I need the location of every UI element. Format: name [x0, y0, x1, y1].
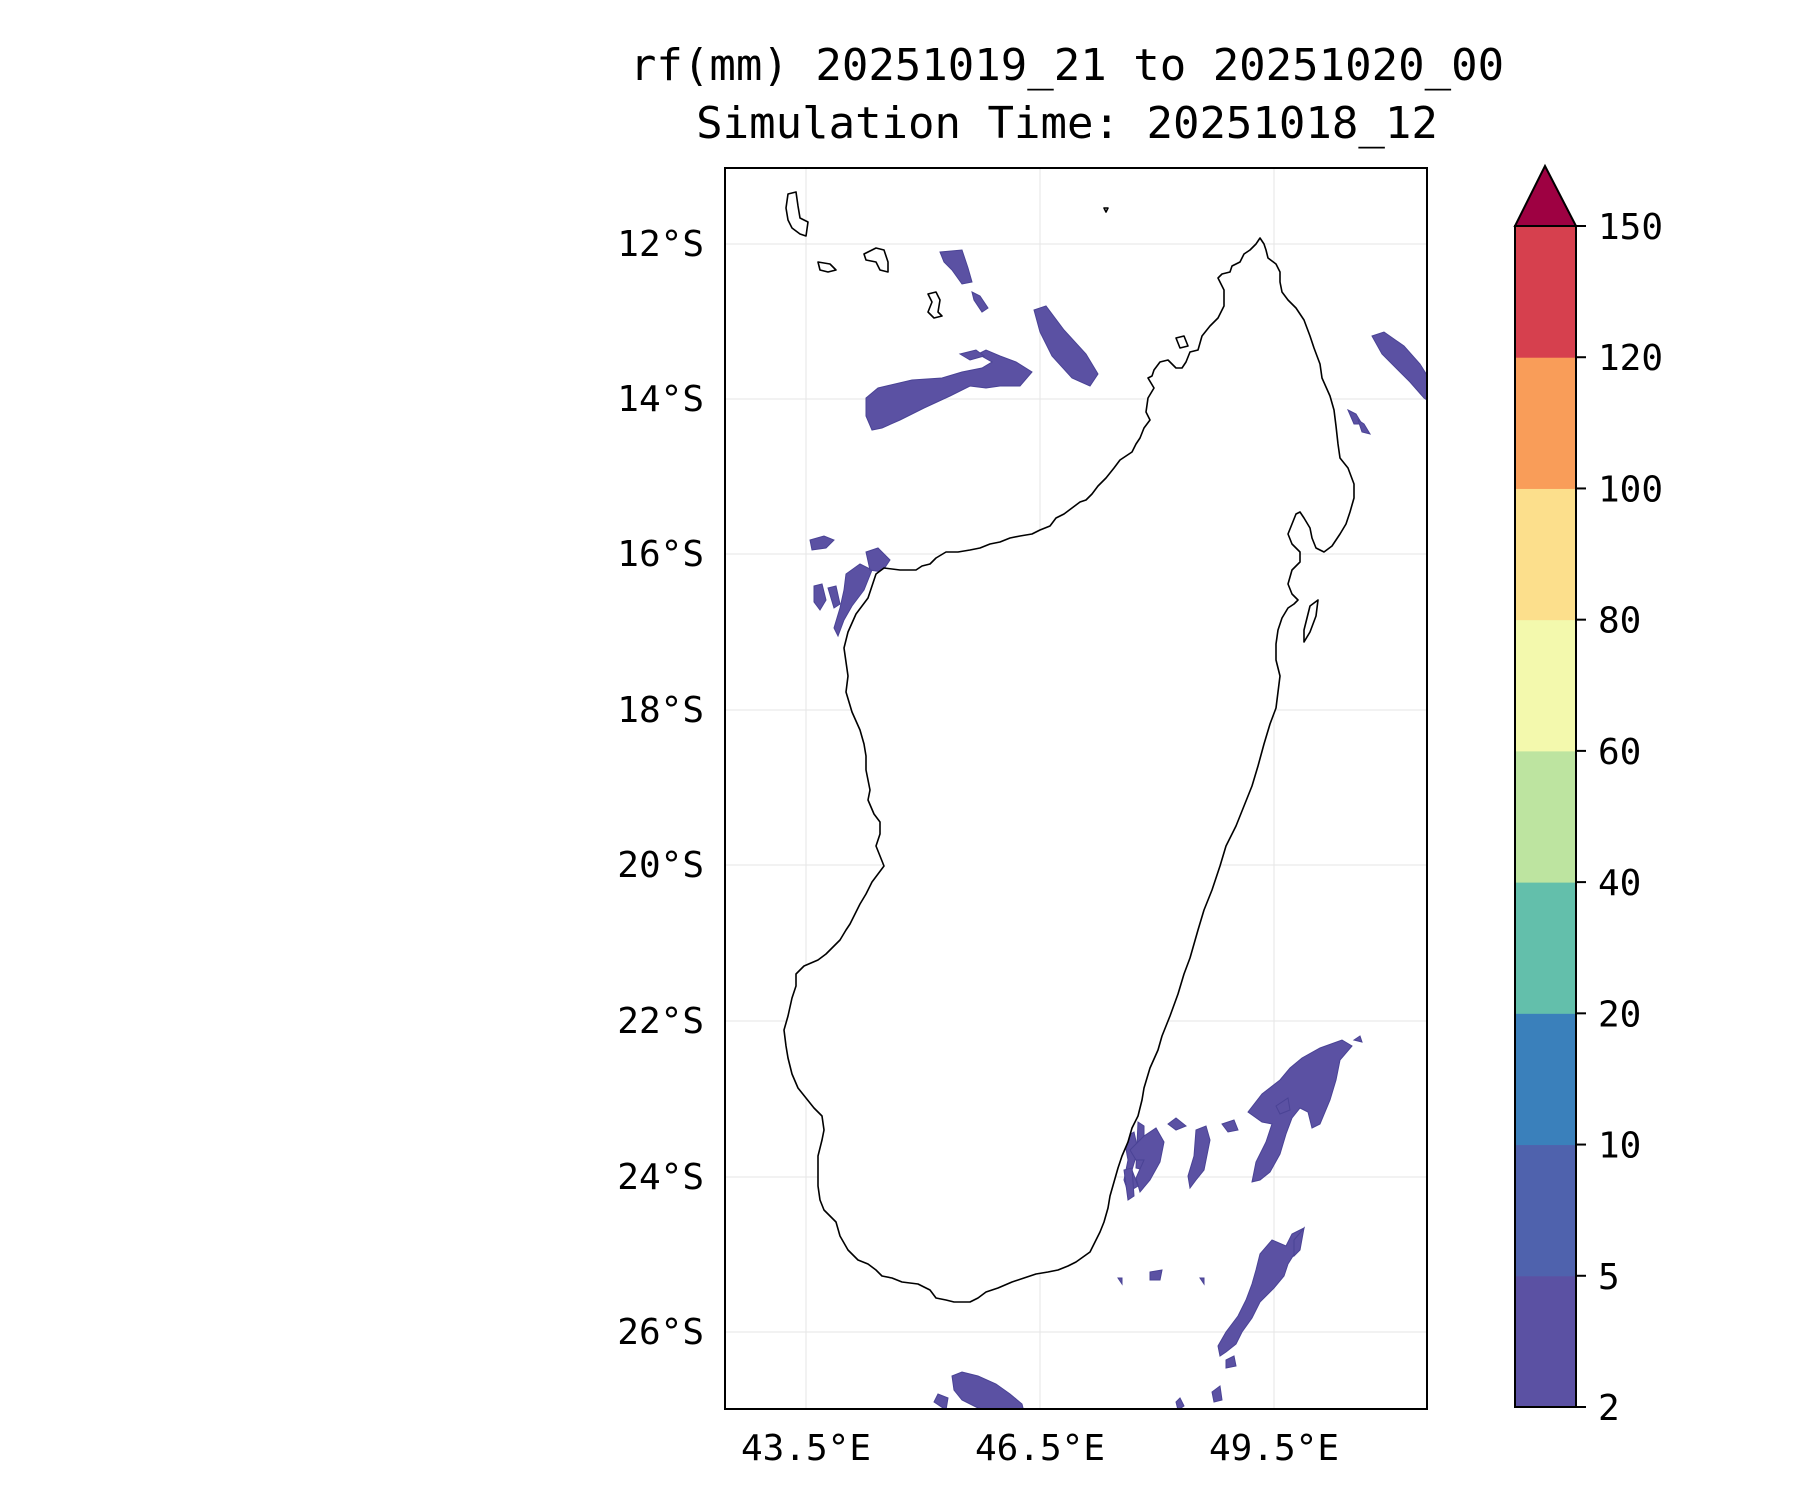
rain-patch: [1199, 1277, 1205, 1286]
anjouan-island: [863, 247, 889, 273]
lat-tick-label: 22°S: [617, 1001, 704, 1042]
rain-patch: [1033, 305, 1099, 387]
rain-patch: [1371, 331, 1427, 401]
colorbar-segment: [1515, 226, 1576, 358]
madagascar-coastline: [783, 237, 1355, 1303]
colorbar-tick-label: 150: [1598, 207, 1663, 248]
sainte-marie-island: [1303, 599, 1319, 643]
grande-comore-island: [785, 191, 809, 237]
rain-patch: [1175, 1397, 1185, 1409]
rain-patch: [1167, 1117, 1187, 1131]
map-subtitle: Simulation Time: 20251018_12: [696, 98, 1438, 149]
colorbar-segment: [1515, 882, 1576, 1014]
moheli-island: [817, 261, 837, 273]
lat-tick-label: 24°S: [617, 1157, 704, 1198]
lat-tick-label: 12°S: [617, 224, 704, 265]
lat-tick-label: 14°S: [617, 379, 704, 420]
colorbar-tick-label: 2: [1598, 1388, 1620, 1429]
colorbar-outline: [1514, 225, 1577, 1408]
lon-tick-label: 49.5°E: [1209, 1428, 1339, 1469]
rain-patch: [971, 291, 989, 313]
rain-patch: [1275, 1097, 1291, 1115]
lat-tick-label: 20°S: [617, 845, 704, 886]
rain-patch: [1225, 1355, 1237, 1369]
colorbar-tick-label: 60: [1598, 732, 1641, 773]
rain-patch: [1293, 1226, 1305, 1258]
map-frame: [724, 167, 1428, 1410]
rain-patch: [1221, 1119, 1239, 1133]
coastline: [783, 191, 1355, 1303]
rain-patch: [813, 583, 827, 611]
colorbar-tick-label: 100: [1598, 469, 1663, 510]
rain-patch: [1117, 1277, 1123, 1286]
colorbar-segment: [1515, 1013, 1576, 1146]
colorbar-tick-label: 5: [1598, 1257, 1620, 1298]
lat-tick-label: 16°S: [617, 534, 704, 575]
colorbar-extend-arrow: [1513, 163, 1578, 227]
rain-patch: [958, 349, 986, 361]
rain-patch: [951, 1371, 1024, 1409]
rain-patch: [1247, 1039, 1353, 1183]
rain-patch: [1357, 418, 1372, 435]
lat-ticks: 12°S 14°S 16°S 18°S 20°S 22°S 24°S 26°S: [617, 224, 704, 1353]
colorbar-tick-label: 120: [1598, 338, 1663, 379]
rain-patch: [1123, 1167, 1135, 1201]
rain-patch: [939, 249, 973, 285]
rain-patch: [865, 547, 891, 573]
colorbar: 2 5 10 20 40 60 80 100 120 150: [1513, 163, 1663, 1429]
lon-tick-label: 46.5°E: [975, 1428, 1105, 1469]
map-title: rf(mm) 20251019_21 to 20251020_00: [629, 40, 1505, 91]
colorbar-segment: [1515, 1144, 1576, 1277]
colorbar-tick-label: 40: [1598, 863, 1641, 904]
lat-tick-label: 26°S: [617, 1312, 704, 1353]
colorbar-segment: [1515, 357, 1576, 489]
rain-patch: [809, 535, 835, 551]
colorbar-tick-label: 20: [1598, 994, 1641, 1035]
rain-patch: [933, 1393, 949, 1409]
rain-patch: [833, 563, 873, 638]
rain-patch: [1217, 1227, 1305, 1357]
colorbar-segment: [1515, 619, 1576, 752]
rain-patch: [1352, 1035, 1363, 1043]
rain-patch: [1149, 1269, 1163, 1281]
europa-island: [1103, 207, 1109, 213]
rain-patch: [1211, 1385, 1223, 1403]
lon-ticks: 43.5°E 46.5°E 49.5°E: [741, 1428, 1339, 1469]
rain-patch: [1187, 1125, 1211, 1190]
rain-patch: [827, 585, 841, 609]
rain-patch: [865, 349, 1033, 431]
lat-tick-label: 18°S: [617, 690, 704, 731]
nosy-be-island: [1175, 335, 1189, 349]
rain-patch: [1129, 1127, 1165, 1194]
colorbar-segment: [1515, 488, 1576, 621]
colorbar-tick-label: 10: [1598, 1126, 1641, 1167]
colorbar-segment: [1515, 750, 1576, 883]
colorbar-segment: [1515, 1275, 1576, 1408]
mayotte-island: [927, 291, 943, 319]
lon-tick-label: 43.5°E: [741, 1428, 871, 1469]
colorbar-tick-label: 80: [1598, 601, 1641, 642]
